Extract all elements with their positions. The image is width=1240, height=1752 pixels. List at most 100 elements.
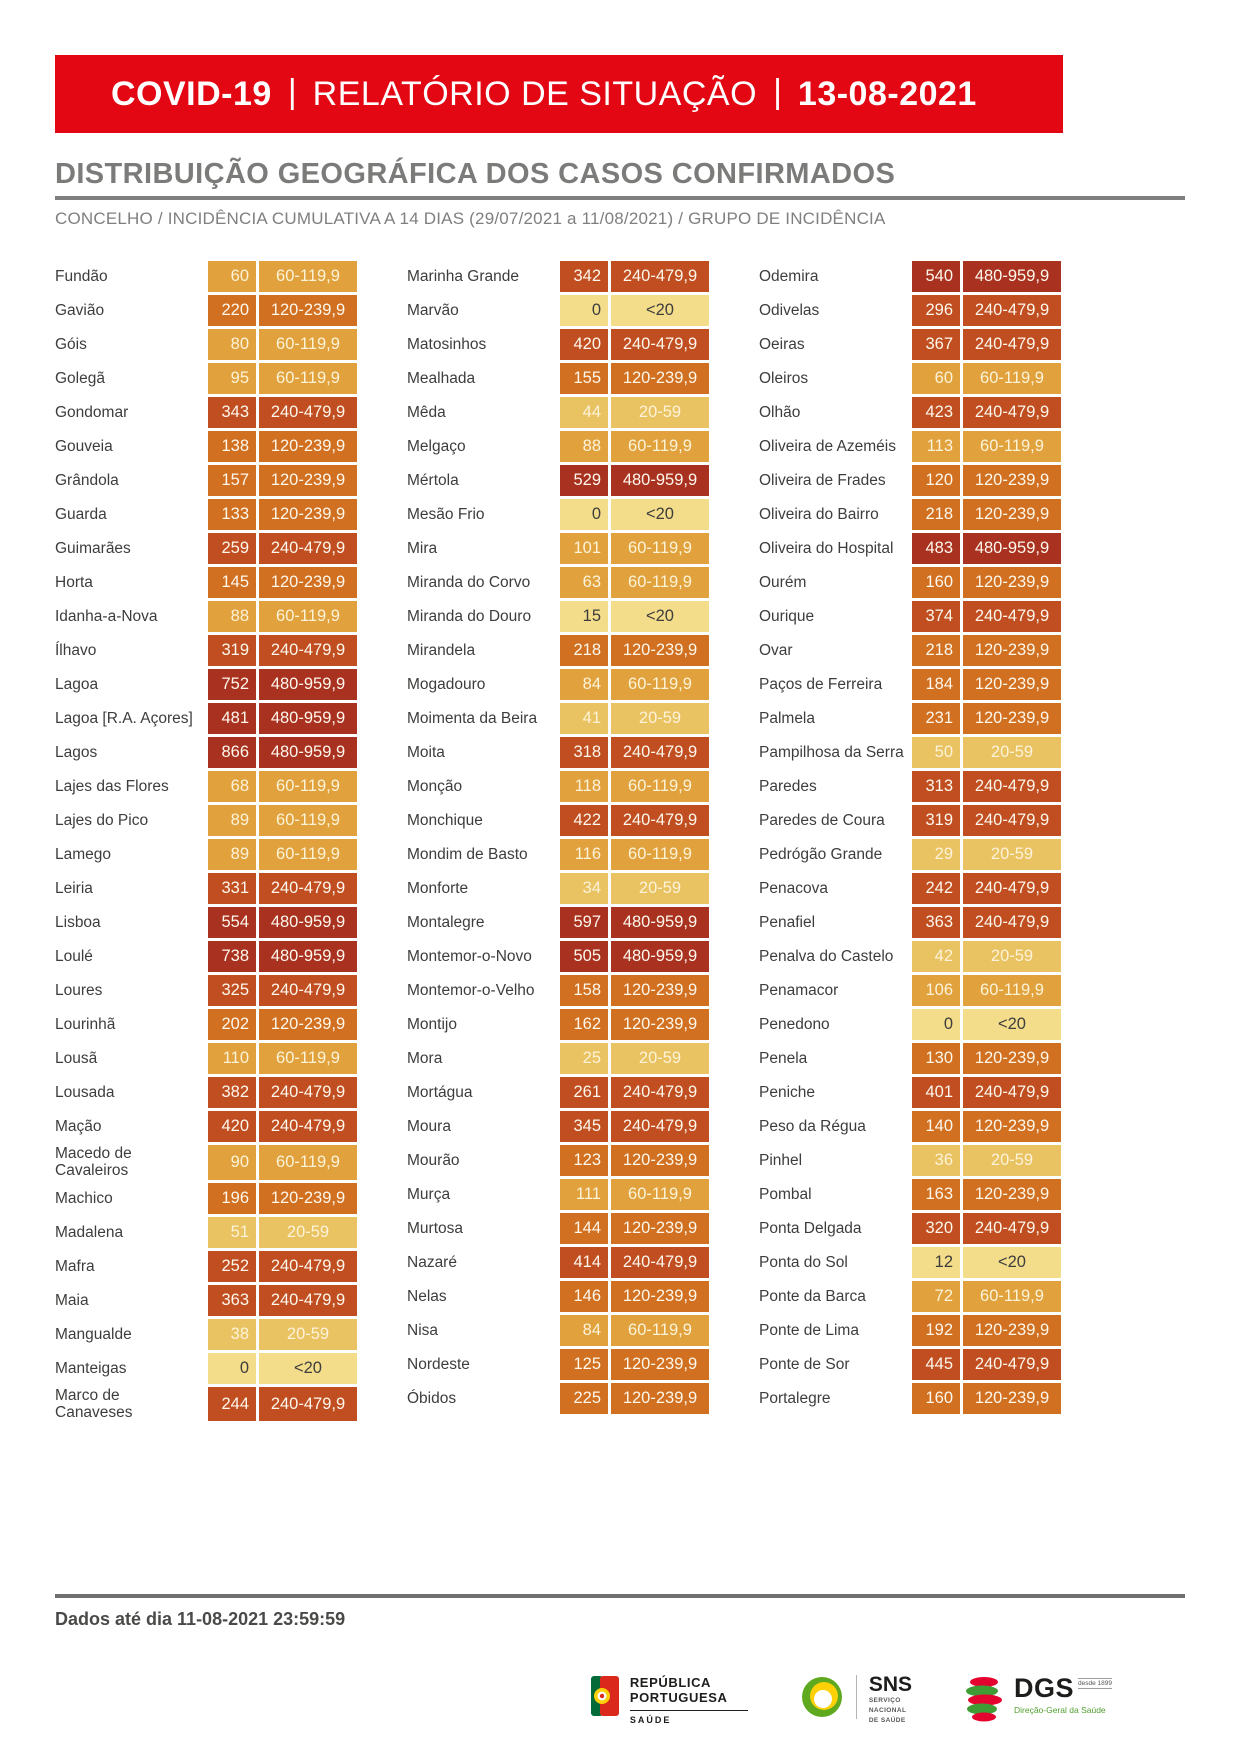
- table-row: Moura 345 240-479,9: [407, 1111, 709, 1142]
- incidence-value: 60: [912, 363, 960, 394]
- incidence-value: 38: [208, 1318, 256, 1350]
- incidence-value: 111: [560, 1179, 608, 1210]
- municipality-label: Mourão: [407, 1151, 460, 1169]
- incidence-group: <20: [963, 1247, 1061, 1278]
- incidence-group: 120-239,9: [259, 499, 357, 530]
- incidence-group: 120-239,9: [963, 567, 1061, 598]
- incidence-value: 144: [560, 1213, 608, 1244]
- table-row: Loures 325 240-479,9: [55, 975, 357, 1006]
- municipality-label: Ponte da Barca: [759, 1287, 866, 1305]
- table-row: Ovar 218 120-239,9: [759, 635, 1061, 666]
- incidence-group: 240-479,9: [611, 805, 709, 836]
- table-row: Óbidos 225 120-239,9: [407, 1383, 709, 1414]
- incidence-value: 423: [912, 397, 960, 428]
- table-row: Mêda 44 20-59: [407, 397, 709, 428]
- municipality-label: Ourém: [759, 573, 807, 591]
- incidence-value: 101: [560, 533, 608, 564]
- municipality-label: Moura: [407, 1117, 451, 1135]
- incidence-value: 89: [208, 805, 256, 836]
- municipality-label: Pinhel: [759, 1151, 803, 1169]
- incidence-group: 240-479,9: [963, 329, 1061, 360]
- municipality-label: Penafiel: [759, 913, 816, 931]
- incidence-group: 20-59: [963, 1145, 1061, 1176]
- municipality-label: Oliveira de Frades: [759, 471, 886, 489]
- municipality-label: Mértola: [407, 471, 459, 489]
- incidence-value: 89: [208, 839, 256, 870]
- municipality-label: Miranda do Douro: [407, 607, 532, 625]
- table-row: Montijo 162 120-239,9: [407, 1009, 709, 1040]
- incidence-group: 240-479,9: [259, 975, 357, 1006]
- table-row: Mealhada 155 120-239,9: [407, 363, 709, 394]
- table-row: Monforte 34 20-59: [407, 873, 709, 904]
- incidence-group: 240-479,9: [963, 397, 1061, 428]
- incidence-value: 130: [912, 1043, 960, 1074]
- incidence-value: 84: [560, 1315, 608, 1346]
- incidence-group: 60-119,9: [259, 601, 357, 632]
- page-subtitle: CONCELHO / INCIDÊNCIA CUMULATIVA A 14 DI…: [55, 209, 886, 228]
- table-row: Ourém 160 120-239,9: [759, 567, 1061, 598]
- incidence-value: 363: [912, 907, 960, 938]
- municipality-label: Oliveira de Azeméis: [759, 437, 896, 455]
- municipality-label: Guimarães: [55, 539, 131, 557]
- table-row: Madalena 51 20-59: [55, 1216, 357, 1248]
- municipality-label: Montemor-o-Velho: [407, 981, 535, 999]
- municipality-label: Oleiros: [759, 369, 809, 387]
- data-cutoff-note: Dados até dia 11-08-2021 23:59:59: [55, 1609, 346, 1630]
- incidence-group: 120-239,9: [259, 1009, 357, 1040]
- incidence-group: 20-59: [963, 941, 1061, 972]
- incidence-group: 60-119,9: [259, 839, 357, 870]
- table-row: Lagoa [R.A. Açores] 481 480-959,9: [55, 703, 357, 734]
- incidence-table: Fundão 60 60-119,9 Gavião 220 120-239,9 Góis 80…: [55, 261, 1061, 1424]
- table-row: Oliveira de Azeméis 113 60-119,9: [759, 431, 1061, 462]
- municipality-label: Guarda: [55, 505, 107, 523]
- table-row: Nordeste 125 120-239,9: [407, 1349, 709, 1380]
- incidence-group: 480-959,9: [611, 941, 709, 972]
- table-row: Pinhel 36 20-59: [759, 1145, 1061, 1176]
- incidence-group: 480-959,9: [259, 703, 357, 734]
- incidence-group: 60-119,9: [611, 1315, 709, 1346]
- table-row: Mogadouro 84 60-119,9: [407, 669, 709, 700]
- table-row: Murtosa 144 120-239,9: [407, 1213, 709, 1244]
- table-row: Oliveira de Frades 120 120-239,9: [759, 465, 1061, 496]
- table-row: Guimarães 259 240-479,9: [55, 533, 357, 564]
- municipality-label: Ílhavo: [55, 641, 97, 659]
- municipality-label: Ovar: [759, 641, 793, 659]
- incidence-value: 382: [208, 1077, 256, 1108]
- table-row: Mourão 123 120-239,9: [407, 1145, 709, 1176]
- incidence-value: 0: [560, 499, 608, 530]
- municipality-label: Nordeste: [407, 1355, 470, 1373]
- table-row: Horta 145 120-239,9: [55, 567, 357, 598]
- incidence-value: 319: [912, 805, 960, 836]
- incidence-value: 218: [912, 635, 960, 666]
- table-row: Olhão 423 240-479,9: [759, 397, 1061, 428]
- table-row: Ponta do Sol 12 <20: [759, 1247, 1061, 1278]
- municipality-label: Paços de Ferreira: [759, 675, 883, 693]
- incidence-value: 320: [912, 1213, 960, 1244]
- incidence-value: 420: [208, 1111, 256, 1142]
- incidence-group: 20-59: [611, 1043, 709, 1074]
- republica-portuguesa-logo: REPÚBLICA PORTUGUESA SAÚDE: [590, 1675, 748, 1725]
- table-row: Odemira 540 480-959,9: [759, 261, 1061, 292]
- municipality-label: Peniche: [759, 1083, 816, 1101]
- incidence-value: 41: [560, 703, 608, 734]
- municipality-label: Ponte de Lima: [759, 1321, 859, 1339]
- municipality-label: Góis: [55, 335, 87, 353]
- table-row: Lamego 89 60-119,9: [55, 839, 357, 870]
- incidence-value: 184: [912, 669, 960, 700]
- municipality-label: Fundão: [55, 267, 108, 285]
- table-row: Penela 130 120-239,9: [759, 1043, 1061, 1074]
- table-row: Penamacor 106 60-119,9: [759, 975, 1061, 1006]
- incidence-value: 160: [912, 567, 960, 598]
- incidence-value: 160: [912, 1383, 960, 1414]
- incidence-value: 259: [208, 533, 256, 564]
- municipality-label: Ponta do Sol: [759, 1253, 848, 1271]
- dgs-icon: [964, 1675, 1004, 1728]
- incidence-group: 240-479,9: [611, 1247, 709, 1278]
- incidence-value: 42: [912, 941, 960, 972]
- sns-acronym: SNS: [868, 1673, 912, 1696]
- table-row: Mafra 252 240-479,9: [55, 1250, 357, 1282]
- banner-brand: COVID-19: [111, 74, 272, 113]
- republica-rule: [629, 1710, 748, 1711]
- table-row: Gondomar 343 240-479,9: [55, 397, 357, 428]
- municipality-label: Óbidos: [407, 1389, 457, 1407]
